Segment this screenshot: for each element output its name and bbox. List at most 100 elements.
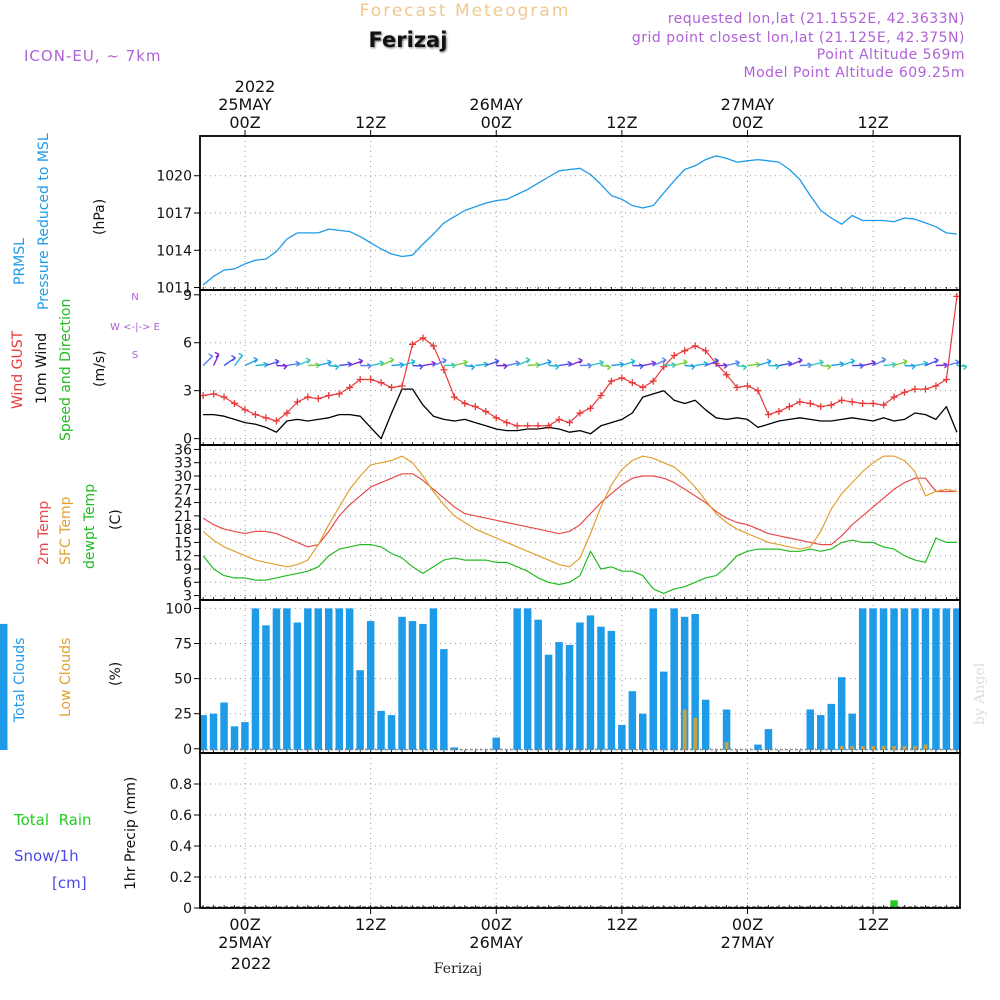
cloud-total-bar [817,715,825,750]
panel-4: 0 0.2 0.4 0.6 0.8 [170,753,960,917]
wind-arrow [454,361,468,367]
cloud-total-bar [0,657,8,750]
wind-10m-label: 10m Wind [34,333,50,404]
wind-arrow-head [690,363,696,370]
cloud-total-bar [921,608,930,750]
cloud-total-bar [408,621,417,750]
gust-point [210,390,218,398]
wind-arrow-head [502,363,508,370]
gust-point [220,393,228,401]
y-tick-label: 15 [174,535,192,551]
gust-point [743,382,751,390]
wind-unit: (m/s) [92,350,108,387]
gust-point [293,398,301,406]
top-hour-label: 12Z [857,113,888,132]
cloud-total-bar [660,671,668,750]
temp-sfc-label: SFC Temp [58,496,74,565]
cloud-total-bar [628,691,637,750]
gust-point [586,404,594,412]
gust-point [283,409,291,417]
gust-point [691,342,699,350]
gust-point [733,383,741,391]
gust-point [628,379,636,387]
wind-arrow-head [902,358,908,365]
gust-point [848,398,856,406]
gust-point [346,383,354,391]
y-tick-label: 50 [174,672,192,688]
wind-arrow [810,361,824,367]
wind-labels: Wind GUST 10m Wind Speed and Direction (… [10,292,160,441]
wind-arrow [946,361,960,367]
wind-arrow [391,363,404,367]
precip-cm-label: [cm] [52,874,87,892]
wind-arrow [883,363,896,367]
cloud-total-bar [879,608,888,750]
wind-arrow-head [955,359,960,366]
y-tick-label: 0 [183,901,192,917]
y-tick-label: 1014 [156,243,192,259]
cloud-low-bar [860,746,865,750]
bottom-hour-label: 00Z [229,915,260,934]
y-tick-label: 9 [183,562,192,578]
precip-labels: Total Rain Snow/1h [cm] 1hr Precip (mm) [13,777,139,892]
cloud-total-bar [241,722,249,750]
compass-s: S [132,350,138,361]
cloud-low-bar [682,709,687,750]
cloud-total-bar [953,608,961,750]
pressure-label-1: PRMSL [12,238,28,285]
cloud-total-bar [680,616,689,750]
wind-arrow [433,359,447,367]
gust-point [785,403,793,411]
top-year: 2022 [235,77,276,96]
precip-unit: 1hr Precip (mm) [123,777,139,890]
wind-arrow [872,358,886,367]
y-tick-label: 6 [183,575,192,591]
y-tick-label: 9 [183,288,192,304]
gust-point [932,382,940,390]
temp-dewpt-line [202,537,957,595]
cloud-total-bar [262,625,270,750]
wind-arrow [286,362,300,367]
wind-arrow-head [962,363,968,371]
wind-arrow [422,362,436,367]
gust-point [649,377,657,385]
wind-arrow [475,363,488,367]
location-title: Ferizaj [369,28,448,52]
top-date-label: 25MAY [218,95,272,114]
cloud-total-bar [806,709,814,750]
cloud-total-bar [869,608,877,750]
gust-point [377,379,385,387]
point-altitude: Point Altitude 569m [817,47,965,63]
wind-arrow-head [818,359,824,366]
wind-arrow-head [208,353,214,360]
y-tick-label: 1011 [156,281,192,297]
wind-arrow-head [742,364,747,371]
cloud-series [0,608,961,751]
gust-point [890,393,898,401]
wind-arrow-head [525,357,531,364]
pressure-labels: PRMSL Pressure Reduced to MSL (hPa) [12,133,108,310]
gust-point [388,383,396,391]
cloud-total-bar [565,644,574,750]
wind-arrow [705,359,719,367]
wind-arrow [569,359,583,367]
cloud-total-bar [272,608,281,750]
cloud-total-bar [335,608,343,750]
top-hour-label: 00Z [481,113,512,132]
wind-arrow [537,360,552,367]
pressure-series [202,155,957,286]
wind-arrow-head [850,358,856,365]
cloud-total-bar [513,608,521,750]
wind-arrow [757,360,772,367]
cloud-low-bar [724,741,729,750]
wind-arrow [893,360,908,367]
cloud-total-bar [639,713,647,750]
wind-arrow-head [910,363,916,370]
wind-arrow-head [881,356,887,363]
precip-rain-label: Total Rain [13,811,92,829]
cloud-total-bar [304,608,312,750]
wind-arrow [297,359,311,367]
wind-arrow-head [418,363,424,370]
